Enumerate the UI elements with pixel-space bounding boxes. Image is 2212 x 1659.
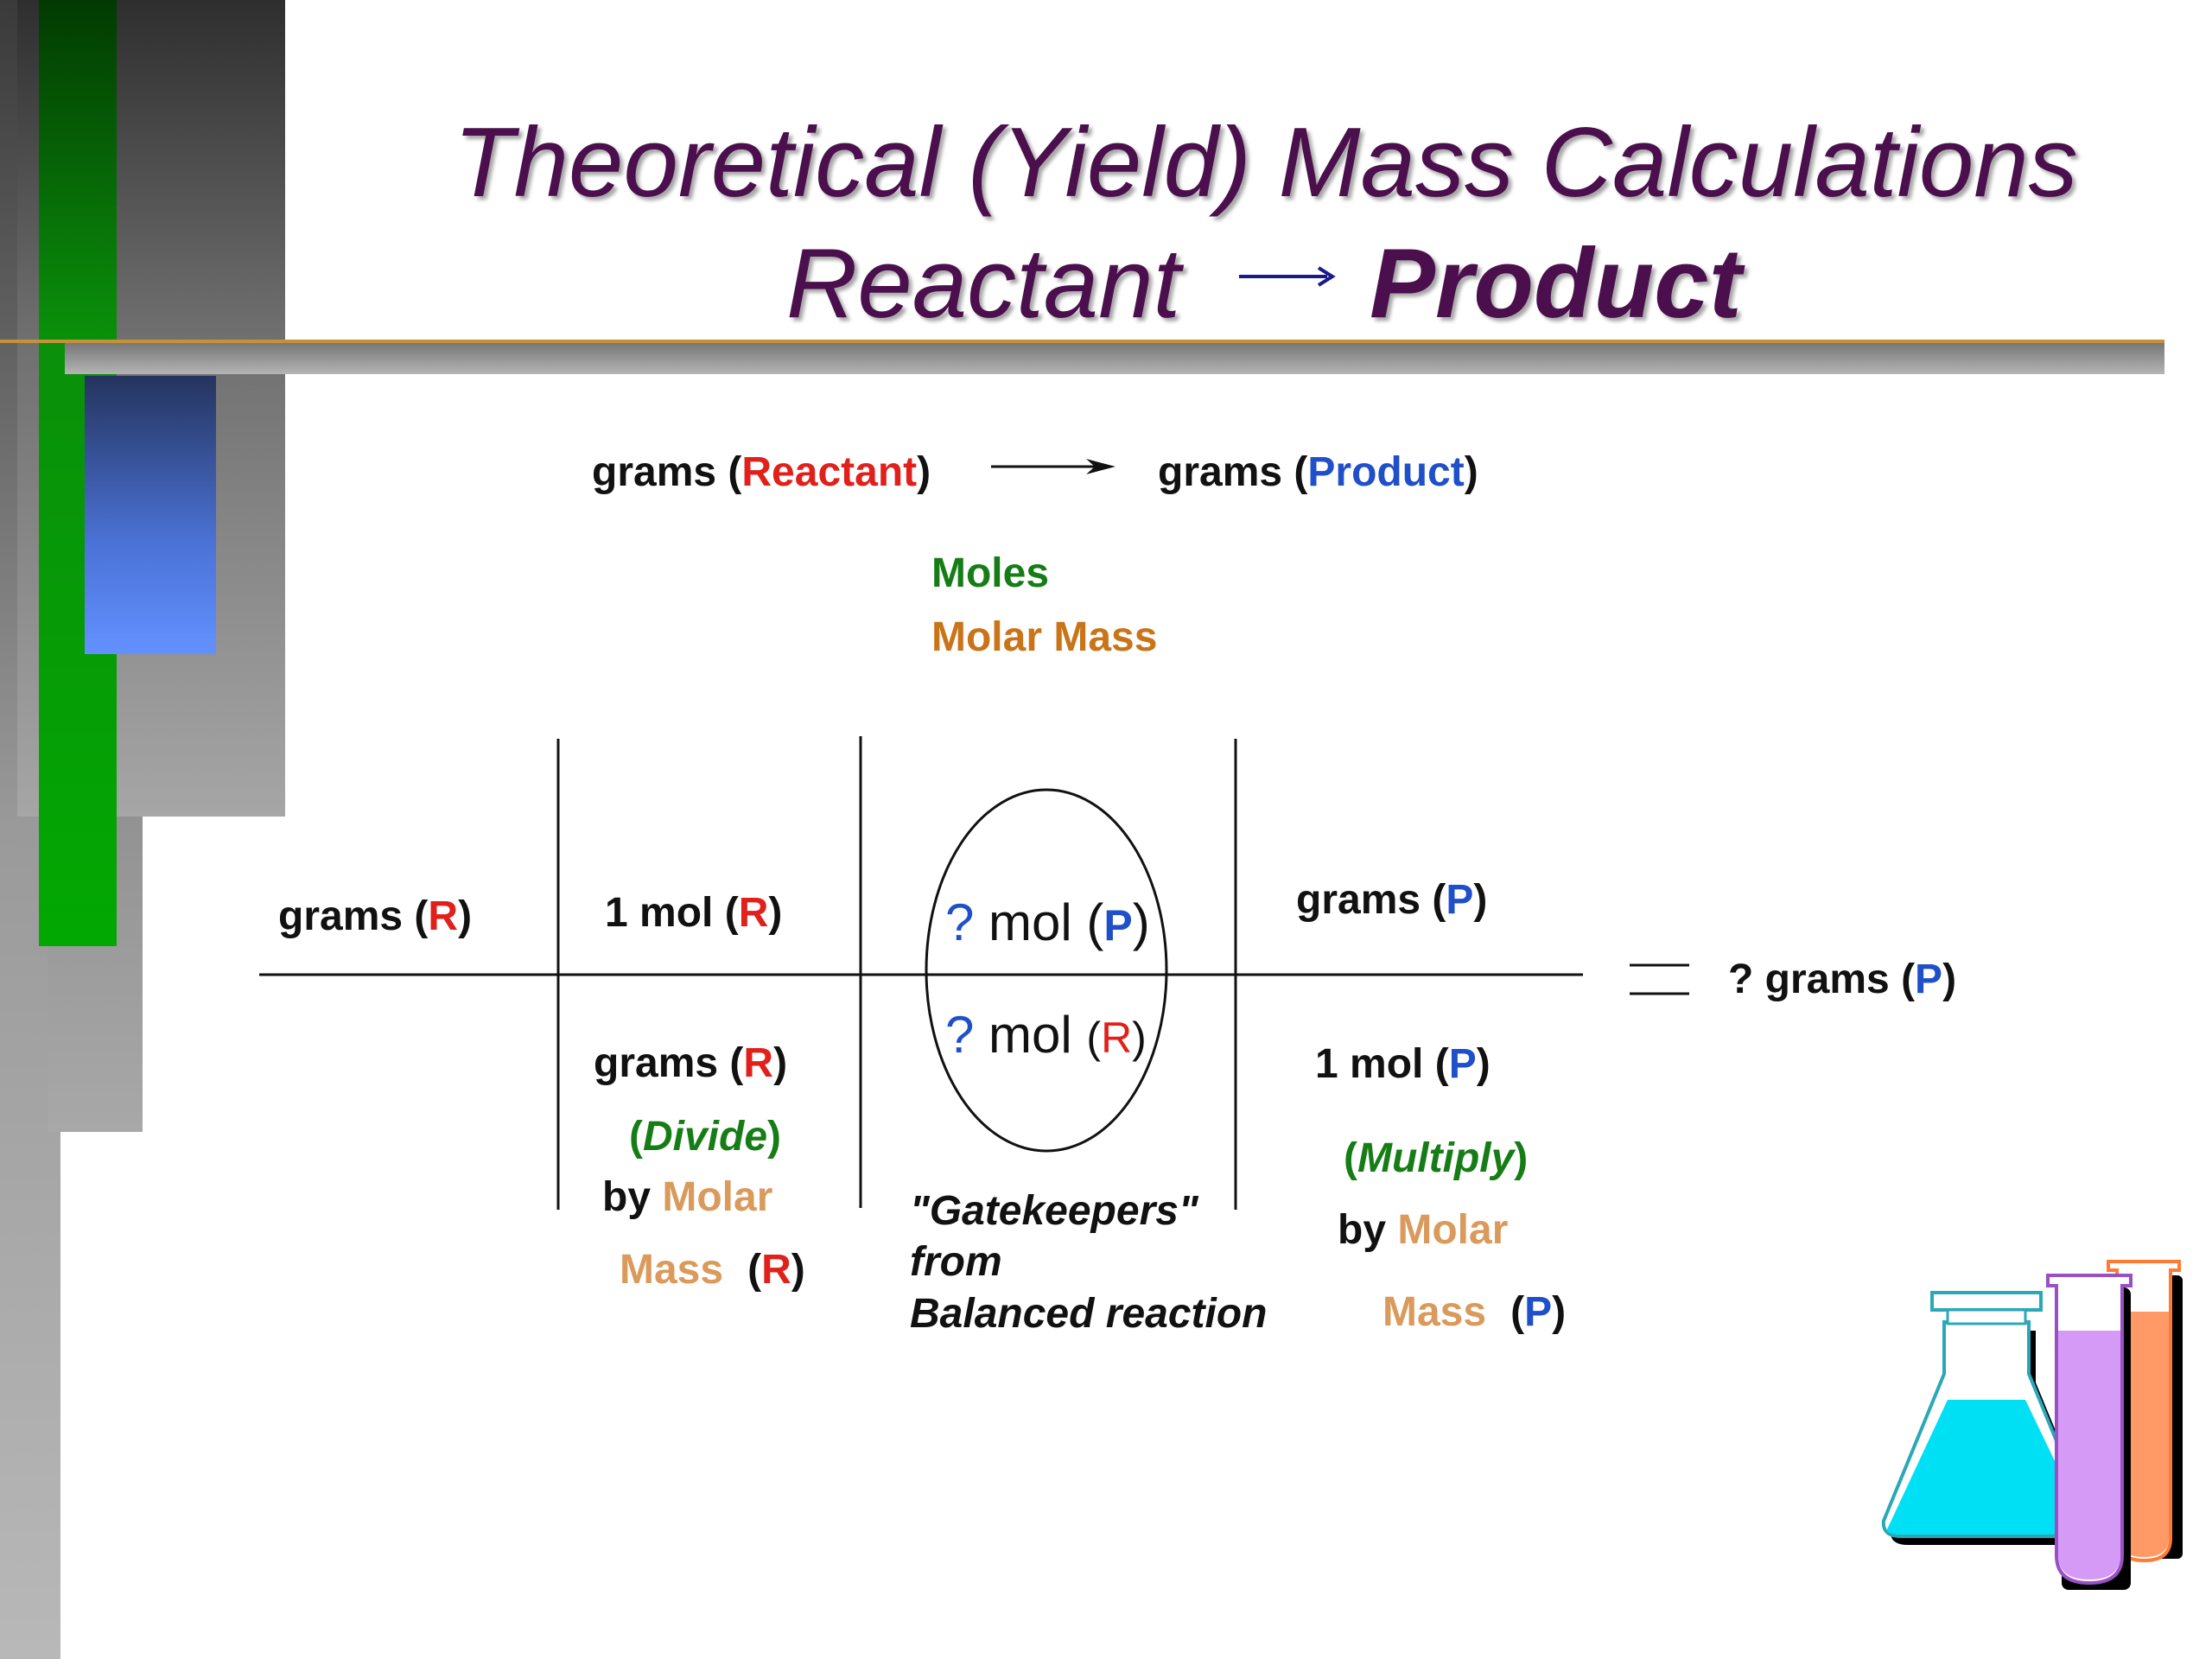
legend-molar-mass: Molar Mass — [931, 614, 1158, 660]
gatekeepers-line1: "Gatekeepers" — [910, 1188, 1198, 1234]
col3-denominator: 1 mol (P) — [1315, 1041, 1491, 1087]
title-underline — [0, 340, 2164, 343]
start-grams-r: grams (R) — [278, 893, 473, 939]
col1-denominator: grams (R) — [594, 1040, 788, 1086]
col2-denominator: ? mol (R) — [945, 1006, 1147, 1064]
title-shadow-bar — [65, 343, 2164, 374]
multiply-note: (Multiply) — [1344, 1135, 1529, 1181]
col1-by-molar: by Molar — [602, 1174, 773, 1220]
col3-by-molar: by Molar — [1338, 1207, 1509, 1253]
gatekeepers-line2: from — [910, 1239, 1002, 1285]
slide-title-line1: Theoretical (Yield) Mass Calculations — [454, 108, 2078, 218]
title-product: Product — [1370, 229, 1742, 339]
col3-numerator: grams (P) — [1296, 877, 1488, 923]
result-grams-p: ? grams (P) — [1728, 957, 1957, 1002]
laboratory-glassware-icon — [1881, 1260, 2183, 1590]
title-arrow-icon — [1239, 266, 1336, 287]
divide-note: (Divide) — [629, 1114, 782, 1160]
top-product-label: grams (Product) — [1158, 449, 1478, 495]
gatekeepers-line3: Balanced reaction — [910, 1291, 1268, 1337]
top-arrow-icon — [991, 459, 1116, 474]
col2-numerator: ? mol (P) — [945, 893, 1150, 951]
legend-moles: Moles — [931, 550, 1050, 596]
col1-numerator: 1 mol (R) — [605, 890, 783, 936]
title-reactant: Reactant — [786, 229, 1181, 339]
top-reactant-label: grams (Reactant) — [592, 449, 931, 495]
col3-mass-p: Mass (P) — [1382, 1289, 1567, 1335]
col1-mass-r: Mass (R) — [620, 1247, 805, 1293]
